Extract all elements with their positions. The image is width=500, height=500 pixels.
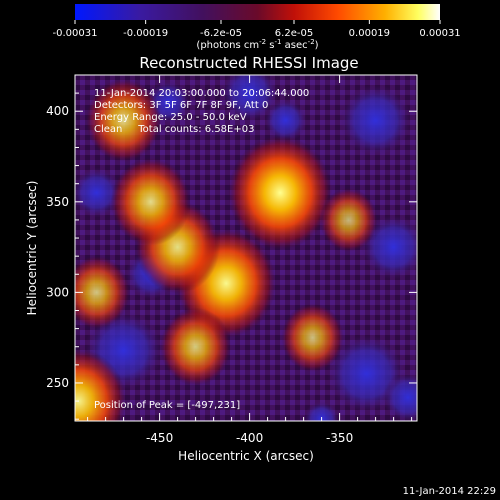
colorbar-tick-label: -6.2e-05 [200,28,242,39]
annotation-clean: Clean Total counts: 6.58E+03 [94,124,254,135]
emission-source [160,307,232,386]
x-tick-label: -400 [236,431,263,445]
emission-source [319,188,378,252]
negative-region [264,98,308,142]
y-axis-label: Heliocentric Y (arcsec) [25,181,39,316]
annotation-time: 11-Jan-2014 20:03:00.000 to 20:06:44.000 [94,88,309,99]
emission-source [228,135,333,250]
negative-region [75,167,122,218]
colorbar-tick-label: -0.00019 [123,28,168,39]
chart-title: Reconstructed RHESSI Image [139,54,358,72]
colorbar-tick-label: 0.00019 [349,28,390,39]
emission-source [75,255,130,330]
colorbar-ticks: -0.00031 -0.00019 -6.2e-05 6.2e-05 0.00019 0.… [53,20,461,39]
emission-source [75,348,127,421]
y-tick-label: 300 [46,285,69,299]
annotation-peak: Position of Peak = [-497,231] [94,400,240,411]
plot-frame [74,74,418,422]
y-tick-label: 250 [46,376,69,390]
y-tick-label: 400 [46,104,69,118]
emission-source [85,78,162,162]
annotations: 11-Jan-2014 20:03:00.000 to 20:06:44.000… [94,88,309,411]
footer-timestamp: 11-Jan-2014 22:29 [403,486,496,497]
annotation-detectors: Detectors: 3F 5F 6F 7F 8F 9F, Att 0 [94,100,268,111]
colorbar-tick-label: 0.00031 [419,28,460,39]
colorbar-tick-label: -0.00031 [53,28,98,39]
colorbar: -0.00031 -0.00019 -6.2e-05 6.2e-05 0.00019 0.… [53,4,461,51]
emission-source [110,157,191,246]
y-tick-label: 350 [46,195,69,209]
colorbar-tick-label: 6.2e-05 [275,28,313,39]
y-axis: 250 300 350 400 [46,74,417,420]
heatmap [75,75,417,421]
negative-region [303,401,340,421]
emission-source [281,303,344,372]
emission-sources [75,78,378,421]
colorbar-unit-label: (photons cm-2 s-1 asec-2) [196,38,318,51]
x-axis: -450 -400 -350 [87,75,413,445]
negative-region [339,84,412,157]
negative-region [382,372,417,421]
colorbar-gradient [75,4,440,20]
annotation-energy: Energy Range: 25.0 - 50.0 keV [94,112,247,123]
negative-region [220,75,279,122]
x-tick-label: -350 [326,431,353,445]
x-tick-label: -450 [146,431,173,445]
x-axis-label: Heliocentric X (arcsec) [178,449,314,463]
